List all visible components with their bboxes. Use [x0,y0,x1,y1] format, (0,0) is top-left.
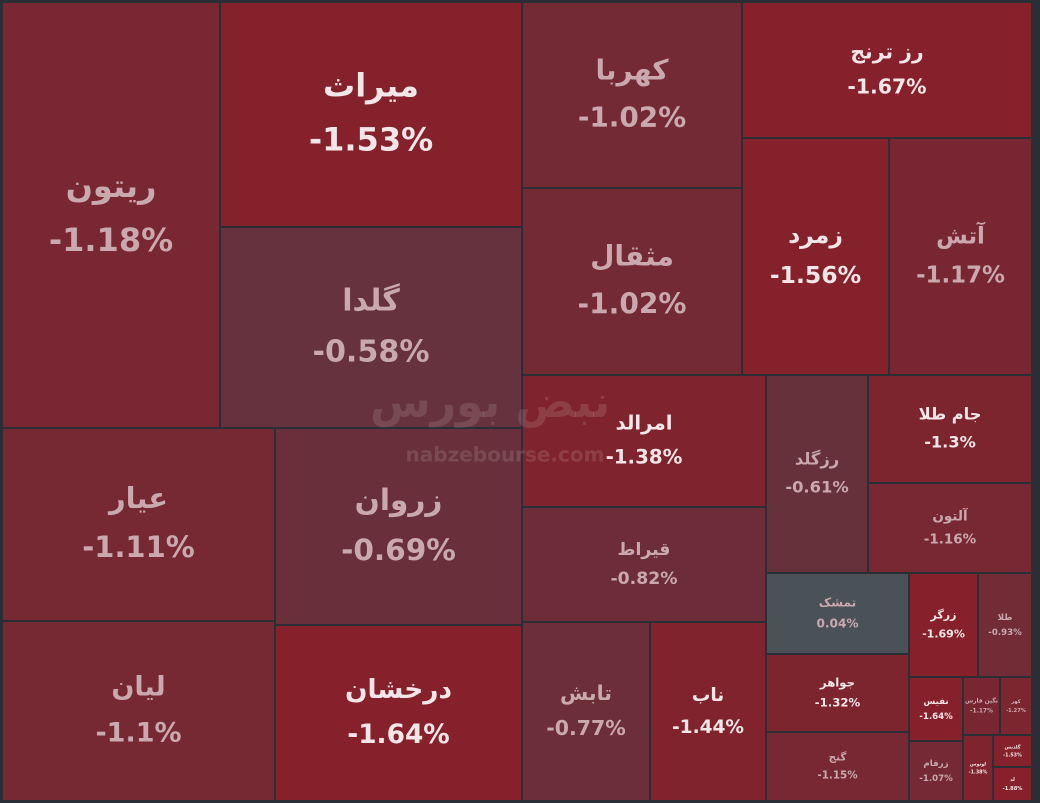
tile [523,623,649,800]
tile [1001,678,1031,734]
tile-value: -0.61% [785,477,848,496]
tile-value: -1.64% [347,719,450,750]
tile-name: تمشک [819,596,856,610]
tile-value: -1.27% [1006,708,1026,714]
tile [910,678,962,740]
tile-value: -0.82% [610,569,677,589]
tile [910,742,962,800]
tile-name: نفیس [923,697,948,707]
tile [964,678,999,734]
tile-name: کهر [1010,699,1021,705]
tile [221,3,521,226]
tile [651,623,765,800]
tile-name: آتش [936,221,986,250]
tile-name: گلدیس [1004,743,1020,750]
tile [994,736,1031,766]
tile [767,574,908,653]
tile-name: امرالد [616,412,673,435]
tile-name: طلا [998,613,1013,623]
tile-value: -1.32% [815,695,861,709]
tile-value: -1.17% [916,262,1005,288]
tile-value: -1.1% [95,717,181,748]
tile-name: جواهر [819,676,855,691]
tile [869,376,1031,482]
tile-name: میراث [323,66,419,104]
tile-name: لد [1010,777,1015,783]
tile-name: رزگلد [795,450,839,469]
tile-value: -1.02% [578,287,687,320]
tile-value: -1.17% [970,709,993,715]
tile [276,626,521,800]
tile-value: -1.38% [969,770,988,776]
tile [523,376,765,506]
tile-name: زروان [355,483,443,517]
tile-name: لوتوس [970,761,986,767]
tile [276,429,521,624]
tile [3,3,219,427]
tile-name: آلتون [932,508,968,525]
tile-value: -1.53% [1003,753,1022,759]
watermark: نبض بورس [370,377,610,428]
tile [767,376,867,572]
tile-name: گلدا [342,282,400,318]
tile-value: -1.07% [919,774,953,784]
tile-value: -1.67% [847,74,926,98]
tile-name: گنج [829,751,848,764]
tile-value: -0.77% [546,716,626,740]
tile-value: -1.69% [922,627,965,640]
tile-value: -1.88% [1003,786,1023,792]
tile [979,574,1031,676]
tile [523,3,741,187]
watermark-url: nabzebourse.com [406,443,605,467]
tile-value: -1.44% [672,717,744,738]
tile-value: 0.04% [816,616,858,630]
tile-name: عیار [107,481,168,515]
tile-value: -1.38% [606,445,683,468]
tile-value: -1.11% [82,530,194,564]
tile [910,574,977,676]
tile [743,139,888,374]
tile-name: زرگر [930,608,957,622]
tile [869,484,1031,572]
tile-value: -1.53% [309,121,433,159]
tile-name: زرفام [923,759,948,769]
tile-value: -1.56% [770,261,861,289]
tile-value: -0.69% [341,533,456,567]
tile [890,139,1031,374]
tile-name: ناب [692,685,725,706]
tile [523,189,741,374]
tile [3,622,274,800]
tile-name: نگین فارس [965,696,998,704]
tile-name: ریتون [66,167,157,205]
tile-name: قیراط [618,540,671,560]
tile-name: کهربا [596,53,670,86]
tile-value: -1.02% [578,101,686,134]
tile-name: رز ترنج [850,40,923,64]
tile [743,3,1031,137]
tile-name: درخشان [345,674,452,705]
tile-name: جام طلا [919,405,982,424]
tile-value: -0.58% [312,335,429,370]
tile [3,429,274,620]
tile [221,228,521,427]
tile-name: زمرد [788,221,843,249]
tile-name: تابش [560,681,612,705]
tile [994,768,1031,800]
tile-value: -1.18% [49,221,173,259]
tile [964,736,992,800]
tile-value: -0.93% [988,628,1022,638]
tile-value: -1.3% [924,432,976,451]
tile [767,655,908,731]
tile-value: -1.64% [919,712,953,722]
tile-value: -1.15% [817,769,858,781]
tile [523,508,765,621]
tile-value: -1.16% [924,531,977,547]
tile [767,733,908,800]
tile-name: مثقال [590,240,674,273]
tile-name: لیان [111,672,165,703]
